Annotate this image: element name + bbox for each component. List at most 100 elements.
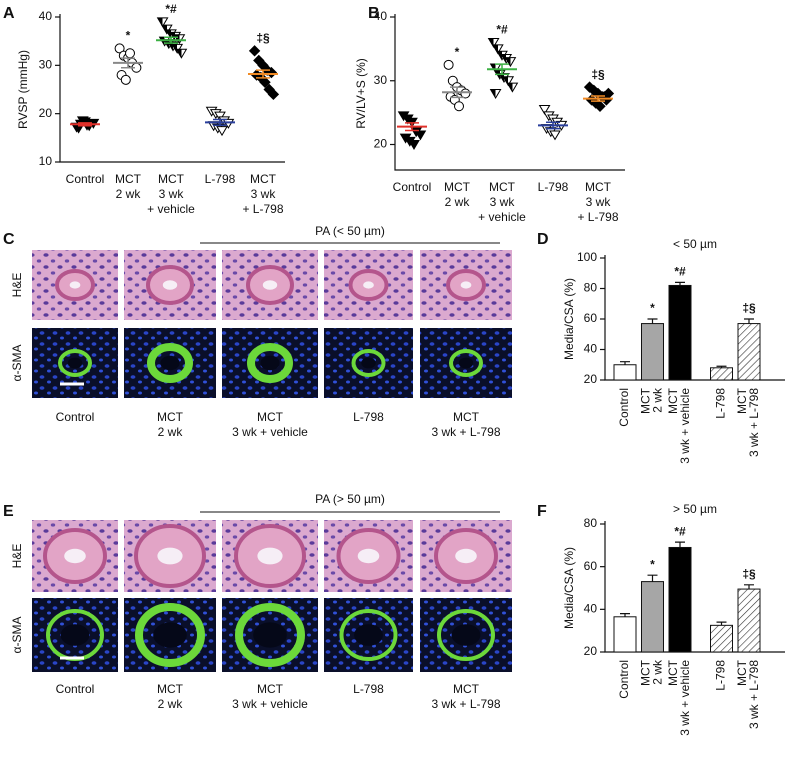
x-tick-label: L-798	[714, 660, 728, 691]
x-tick-label: + L-798	[577, 210, 618, 224]
column-label: MCT	[157, 682, 184, 696]
sem-bar	[591, 95, 605, 102]
data-point	[120, 74, 131, 85]
x-tick-label: 2 wk	[651, 387, 665, 413]
y-tick-label: 20	[39, 106, 53, 120]
vessel-lumen	[157, 547, 183, 565]
data-point	[489, 89, 502, 99]
bar	[710, 367, 733, 381]
x-tick-label: 3 wk + L-798	[747, 660, 761, 729]
column-label: MCT	[453, 410, 480, 424]
vessel-lumen	[60, 624, 90, 646]
data-point	[125, 48, 135, 59]
x-tick-label: MCT	[666, 387, 680, 414]
panel-letter: C	[3, 231, 15, 248]
error-bar	[647, 574, 658, 582]
data-point	[408, 140, 420, 150]
sem-bar	[495, 63, 509, 76]
vessel-lumen	[162, 280, 178, 290]
x-tick-label: 3 wk + L-798	[747, 388, 761, 457]
vessel-wall	[135, 603, 205, 667]
panel-letter: A	[3, 5, 15, 22]
vessel-lumen	[257, 547, 283, 565]
y-axis-label: Media/CSA (%)	[562, 278, 576, 360]
y-tick-label: 60	[584, 559, 598, 573]
vessel-wall	[339, 609, 398, 661]
data-point	[114, 43, 125, 54]
column-label: MCT	[453, 682, 480, 696]
x-tick-label: 2 wk	[445, 195, 471, 209]
vessel-wall	[247, 343, 293, 383]
annotation: *	[650, 557, 655, 571]
y-axis-label: Media/CSA (%)	[562, 547, 576, 629]
y-tick-label: 100	[577, 250, 597, 264]
error-bar	[647, 318, 658, 324]
error-bar	[675, 281, 685, 286]
x-tick-label: MCT	[250, 172, 277, 186]
x-tick-label: MCT	[666, 659, 680, 686]
panel-letter: F	[537, 503, 547, 520]
vessel-wall	[449, 349, 483, 377]
axis-line	[394, 14, 625, 171]
x-tick-label: 3 wk + vehicle	[678, 660, 692, 736]
annotation: *#	[674, 524, 686, 538]
x-tick-label: Control	[617, 660, 631, 699]
data-point	[160, 24, 173, 35]
annotation: ‡§	[742, 567, 756, 581]
sem-bar	[78, 122, 92, 127]
sem-bar	[450, 86, 464, 99]
x-tick-label: 3 wk	[159, 187, 185, 201]
annotation: *	[455, 45, 460, 59]
x-tick-label: Control	[617, 388, 631, 427]
vessel-lumen	[262, 280, 278, 290]
y-tick-label: 20	[374, 137, 388, 151]
annotation: ‡§	[591, 67, 605, 81]
x-tick-label: MCT	[158, 172, 185, 186]
annotation: *	[126, 29, 131, 43]
vessel-lumen	[253, 622, 287, 648]
annotation: ‡§	[742, 301, 756, 315]
error-bar	[716, 621, 727, 626]
y-tick-label: 40	[374, 9, 388, 23]
vessel-wall	[351, 349, 386, 377]
x-tick-label: MCT	[444, 180, 471, 194]
error-bar	[744, 318, 754, 324]
y-tick-label: 40	[39, 9, 53, 23]
sem-bar	[546, 121, 560, 130]
sem-bar	[405, 122, 419, 132]
row-label: α-SMA	[10, 617, 24, 654]
x-tick-label: MCT	[639, 387, 653, 414]
data-point	[549, 130, 561, 141]
x-tick-label: 2 wk	[116, 187, 142, 201]
error-bar	[620, 361, 630, 365]
data-point	[156, 17, 169, 28]
data-point	[487, 38, 500, 48]
column-label: 2 wk	[158, 697, 184, 711]
bar	[668, 284, 692, 381]
vessel-wall	[437, 609, 495, 661]
column-label: 3 wk + vehicle	[232, 697, 308, 711]
column-label: 3 wk + L-798	[431, 697, 500, 711]
bar	[641, 323, 664, 381]
chart-title: < 50 µm	[673, 237, 717, 251]
annotation: *	[650, 301, 655, 315]
x-tick-label: MCT	[115, 172, 142, 186]
vessel-lumen	[69, 281, 81, 289]
panel-letter: E	[3, 503, 14, 520]
y-tick-label: 10	[39, 154, 53, 168]
vessel-lumen	[260, 355, 280, 371]
x-tick-label: MCT	[585, 180, 612, 194]
data-point	[414, 130, 427, 141]
sem-bar	[121, 57, 135, 69]
x-tick-label: + vehicle	[147, 202, 195, 216]
column-label: Control	[56, 410, 95, 424]
data-point	[504, 57, 517, 68]
x-tick-label: Control	[66, 172, 105, 186]
x-tick-label: Control	[393, 180, 432, 194]
y-axis-label: RV/LV+S (%)	[354, 58, 368, 129]
data-point	[454, 101, 464, 112]
data-point	[259, 76, 271, 88]
vessel-lumen	[67, 357, 83, 369]
x-tick-label: 2 wk	[651, 659, 665, 685]
